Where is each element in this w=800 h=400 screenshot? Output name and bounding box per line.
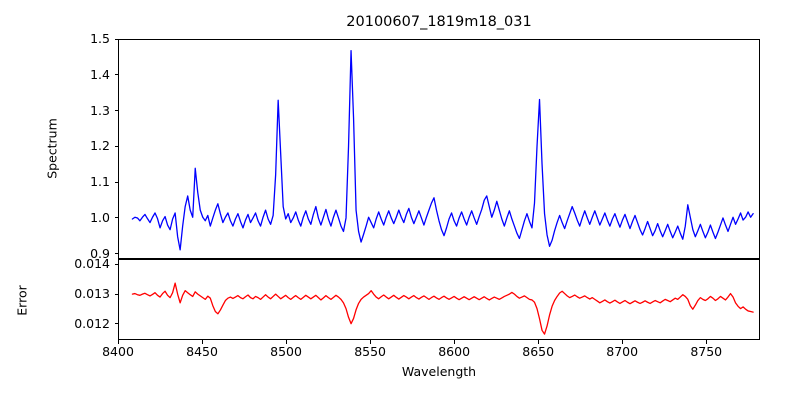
- error-y-axis-label: Error: [14, 285, 30, 316]
- spectrum-y-tick-mark: [114, 181, 118, 183]
- spectrum-y-tick-mark: [114, 217, 118, 219]
- error-y-tick-label: 0.014: [74, 256, 110, 272]
- spectrum-plot-area: [118, 39, 760, 259]
- spectrum-y-tick-label: 1.3: [90, 102, 110, 118]
- error-y-tick-mark: [114, 323, 118, 325]
- spectrum-y-tick-label: 1.5: [90, 31, 110, 46]
- spectrum-y-tick-label: 0.9: [90, 245, 110, 261]
- error-y-tick-mark: [114, 263, 118, 265]
- x-tick-label: 8750: [690, 344, 723, 359]
- x-tick-mark: [369, 340, 371, 344]
- spectrum-y-tick-mark: [114, 38, 118, 40]
- x-tick-label: 8400: [102, 344, 134, 359]
- x-tick-label: 8650: [522, 344, 555, 359]
- spectrum-series-line: [119, 40, 759, 258]
- error-y-tick-label: 0.012: [74, 315, 110, 331]
- spectrum-y-axis-label: Spectrum: [44, 118, 60, 179]
- spectrum-y-tick-mark: [114, 74, 118, 76]
- x-axis-label: Wavelength: [401, 364, 477, 379]
- spectrum-y-tick-label: 1.2: [90, 138, 110, 154]
- x-tick-mark: [201, 340, 203, 344]
- page-title: 20100607_1819m18_031: [346, 14, 532, 30]
- x-tick-mark: [705, 340, 707, 344]
- x-tick-mark: [453, 340, 455, 344]
- error-series-line: [119, 260, 759, 339]
- spectrum-y-tick-label: 1.1: [90, 174, 110, 190]
- x-tick-label: 8500: [270, 344, 302, 359]
- spectrum-y-tick-label: 1.4: [90, 66, 110, 82]
- spectrum-y-tick-label: 1.0: [90, 209, 110, 225]
- x-tick-mark: [117, 340, 119, 344]
- error-y-tick-mark: [114, 293, 118, 295]
- x-tick-label: 8450: [186, 344, 218, 359]
- x-tick-label: 8550: [354, 344, 386, 359]
- spectrum-y-tick-mark: [114, 253, 118, 255]
- x-tick-label: 8700: [606, 344, 639, 359]
- x-tick-mark: [285, 340, 287, 344]
- spectrum-y-tick-mark: [114, 145, 118, 147]
- x-tick-label: 8600: [438, 344, 471, 359]
- x-tick-mark: [621, 340, 623, 344]
- x-tick-mark: [537, 340, 539, 344]
- spectrum-y-tick-mark: [114, 110, 118, 112]
- error-plot-area: [118, 259, 760, 340]
- error-y-tick-label: 0.013: [74, 286, 110, 301]
